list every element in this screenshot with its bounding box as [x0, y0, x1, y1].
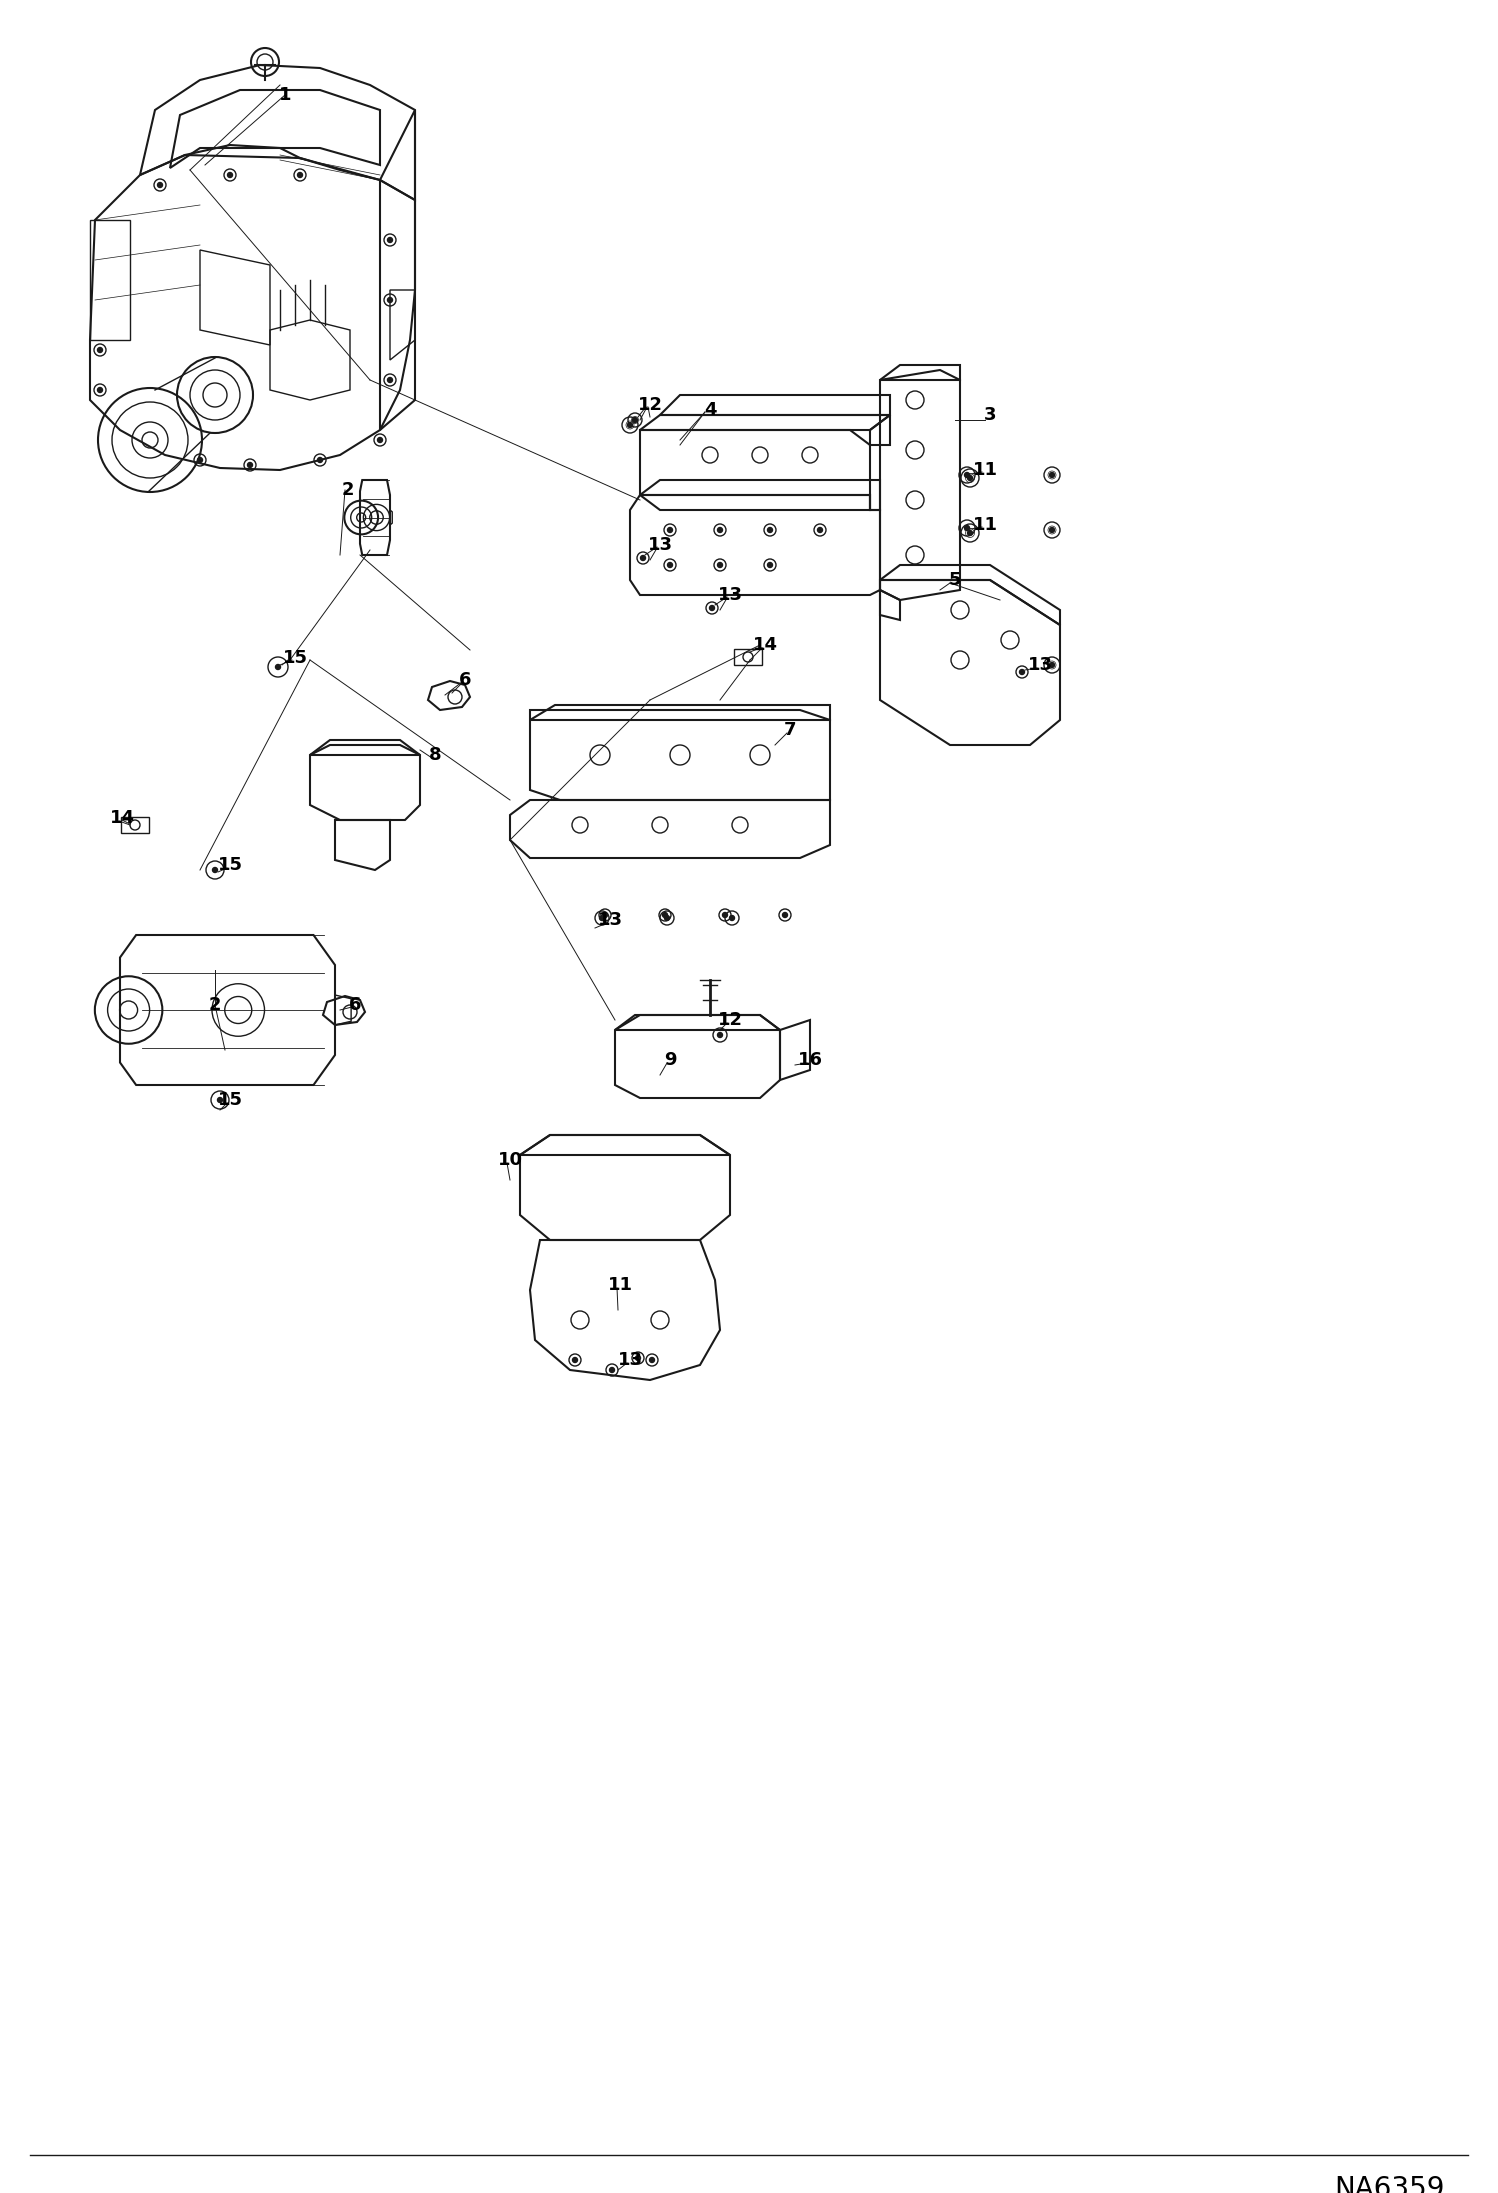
Text: 14: 14 — [109, 809, 135, 827]
Circle shape — [635, 1355, 641, 1360]
Circle shape — [377, 436, 382, 443]
Text: 13: 13 — [617, 1351, 643, 1368]
Circle shape — [599, 914, 605, 921]
Text: 12: 12 — [718, 1011, 743, 1029]
Text: 15: 15 — [217, 1090, 243, 1110]
Circle shape — [198, 458, 202, 463]
Text: 15: 15 — [283, 649, 307, 667]
Text: 13: 13 — [647, 535, 673, 555]
Circle shape — [718, 561, 722, 568]
Circle shape — [968, 476, 972, 480]
Circle shape — [668, 561, 673, 568]
Circle shape — [662, 912, 668, 917]
Text: 1: 1 — [279, 86, 291, 103]
Circle shape — [718, 529, 722, 533]
Circle shape — [97, 388, 102, 393]
Circle shape — [632, 417, 638, 423]
Text: 11: 11 — [972, 515, 998, 535]
Circle shape — [276, 664, 280, 669]
Circle shape — [602, 912, 608, 917]
Circle shape — [1020, 669, 1025, 675]
Circle shape — [767, 561, 773, 568]
Circle shape — [247, 463, 253, 467]
Circle shape — [157, 182, 162, 186]
Circle shape — [97, 346, 102, 353]
Text: 10: 10 — [497, 1151, 523, 1169]
Circle shape — [388, 377, 392, 382]
Text: 3: 3 — [984, 406, 996, 423]
Circle shape — [1050, 662, 1055, 667]
Circle shape — [650, 1357, 655, 1362]
Circle shape — [228, 173, 232, 178]
Circle shape — [730, 914, 734, 921]
Circle shape — [665, 914, 670, 921]
Text: 15: 15 — [217, 855, 243, 875]
Text: 4: 4 — [704, 401, 716, 419]
Circle shape — [213, 868, 217, 873]
Text: NA6359: NA6359 — [1335, 2175, 1446, 2193]
Circle shape — [668, 529, 673, 533]
Circle shape — [718, 1033, 722, 1037]
Circle shape — [1050, 529, 1055, 533]
Text: 13: 13 — [718, 586, 743, 603]
Text: 11: 11 — [608, 1276, 632, 1294]
Text: 9: 9 — [664, 1050, 676, 1068]
Text: 14: 14 — [752, 636, 777, 654]
Circle shape — [782, 912, 788, 917]
Text: 12: 12 — [638, 397, 662, 414]
Text: 6: 6 — [349, 996, 361, 1013]
Circle shape — [388, 298, 392, 303]
Circle shape — [818, 529, 822, 533]
Text: 13: 13 — [598, 910, 623, 930]
Text: 2: 2 — [208, 996, 222, 1013]
Circle shape — [767, 529, 773, 533]
Circle shape — [318, 458, 322, 463]
Circle shape — [388, 237, 392, 243]
Text: 11: 11 — [972, 461, 998, 478]
Circle shape — [298, 173, 303, 178]
Circle shape — [722, 912, 728, 917]
Circle shape — [641, 555, 646, 561]
Text: 6: 6 — [458, 671, 472, 689]
Text: 13: 13 — [1028, 656, 1053, 673]
Circle shape — [710, 605, 715, 610]
Circle shape — [965, 526, 969, 531]
Text: 5: 5 — [948, 570, 962, 590]
Text: 16: 16 — [797, 1050, 822, 1068]
Circle shape — [217, 1096, 223, 1103]
Circle shape — [628, 423, 632, 428]
Text: 2: 2 — [342, 480, 354, 500]
Circle shape — [1050, 471, 1055, 478]
Text: 8: 8 — [428, 746, 442, 763]
Circle shape — [965, 471, 969, 478]
Text: 7: 7 — [783, 721, 797, 739]
Circle shape — [572, 1357, 578, 1362]
Circle shape — [968, 531, 972, 535]
Circle shape — [610, 1368, 614, 1373]
